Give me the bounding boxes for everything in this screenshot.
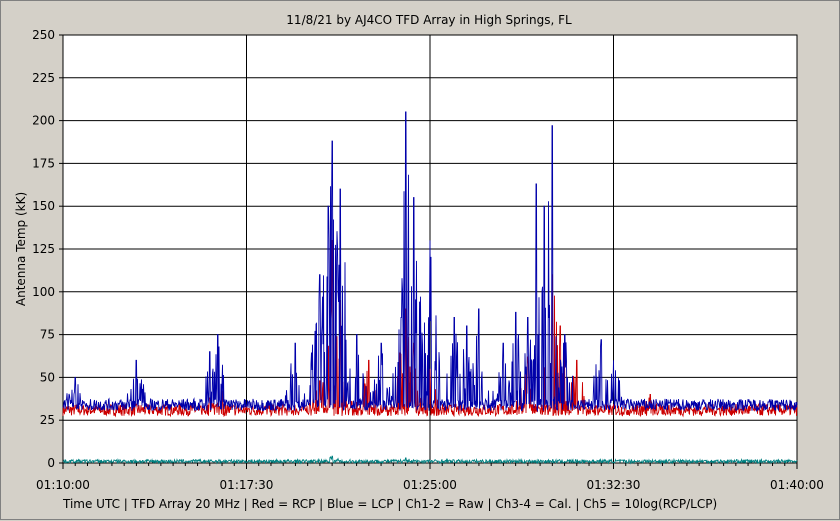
y-axis-label: Antenna Temp (kK) bbox=[14, 192, 28, 306]
y-tick-label: 100 bbox=[32, 285, 55, 299]
series-line-lcp bbox=[62, 111, 798, 413]
series-line-ch5 bbox=[62, 455, 798, 465]
series-line-rcp bbox=[62, 239, 798, 418]
chart-title: 11/8/21 by AJ4CO TFD Array in High Sprin… bbox=[286, 13, 572, 27]
y-tick-label: 25 bbox=[40, 413, 55, 427]
x-axis-label: Time UTC | TFD Array 20 MHz | Red = RCP … bbox=[62, 497, 717, 511]
x-tick-label: 01:25:00 bbox=[403, 478, 457, 492]
x-tick-label: 01:32:30 bbox=[587, 478, 641, 492]
y-tick-label: 200 bbox=[32, 114, 55, 128]
y-tick-label: 225 bbox=[32, 71, 55, 85]
x-tick-label: 01:40:00 bbox=[770, 478, 824, 492]
x-tick-label: 01:17:30 bbox=[220, 478, 274, 492]
y-tick-label: 50 bbox=[40, 370, 55, 384]
y-tick-label: 250 bbox=[32, 28, 55, 42]
y-tick-label: 125 bbox=[32, 242, 55, 256]
y-tick-label: 0 bbox=[47, 456, 55, 470]
y-tick-label: 150 bbox=[32, 199, 55, 213]
y-tick-label: 75 bbox=[40, 328, 55, 342]
x-tick-label: 01:10:00 bbox=[36, 478, 90, 492]
y-tick-label: 175 bbox=[32, 156, 55, 170]
